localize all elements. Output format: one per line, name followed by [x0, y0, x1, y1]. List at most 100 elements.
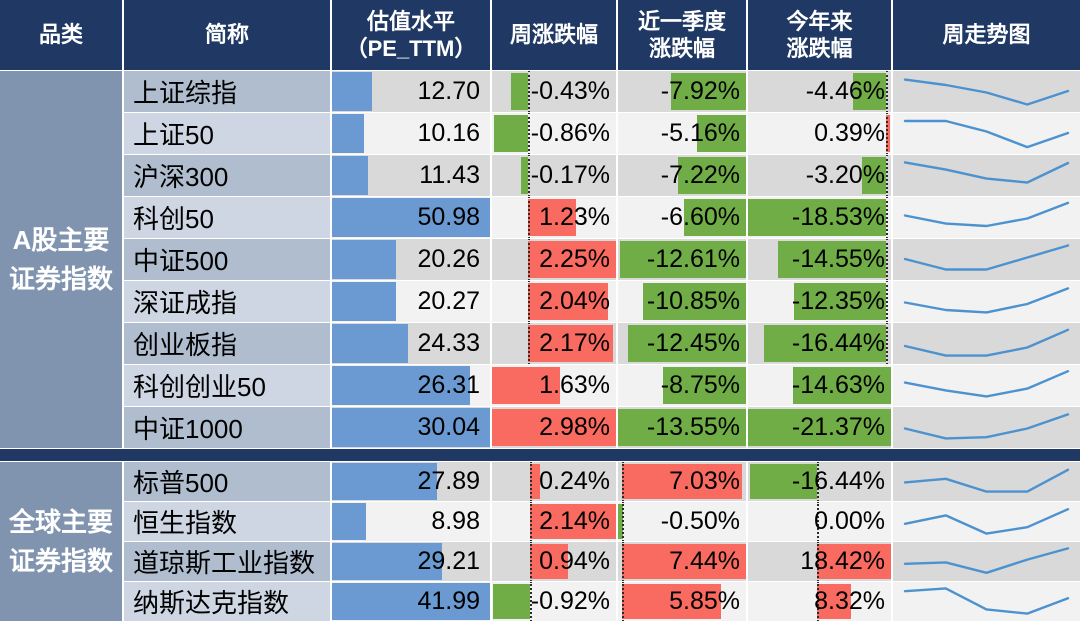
ytd-change-cell: 0.39%: [748, 113, 891, 154]
quarter-change-cell: -12.61%: [618, 239, 746, 280]
pe-ttm-cell: 50.98: [332, 197, 490, 238]
ytd-change-cell: -18.53%: [748, 197, 891, 238]
week-change-value: -0.92%: [530, 587, 610, 615]
week-change-bar: [528, 283, 608, 320]
sparkline-cell: [893, 365, 1080, 406]
quarter-change-value: -6.60%: [660, 203, 740, 231]
week-change-cell: 1.23%: [492, 197, 616, 238]
zero-axis-line: [530, 542, 532, 581]
week-change-value: 2.04%: [539, 287, 610, 315]
index-name: 沪深300: [124, 155, 330, 196]
week-change-cell: -0.17%: [492, 155, 616, 196]
pe-value: 10.16: [417, 119, 480, 147]
index-name: 恒生指数: [124, 502, 330, 541]
zero-axis-line: [530, 582, 532, 621]
sparkline-cell: [893, 197, 1080, 238]
ytd-change-bar: [748, 409, 891, 446]
ytd-change-cell: -14.63%: [748, 365, 891, 406]
sparkline-cell: [893, 407, 1080, 448]
quarter-change-cell: 7.03%: [618, 462, 746, 501]
ytd-change-cell: -21.37%: [748, 407, 891, 448]
pe-ttm-cell: 20.27: [332, 281, 490, 322]
group-separator: [0, 449, 1080, 461]
ytd-change-value: 18.42%: [800, 547, 885, 575]
pe-value: 11.43: [419, 161, 480, 189]
sparkline-cell: [893, 155, 1080, 196]
pe-data-bar: [332, 366, 470, 405]
quarter-change-cell: -5.16%: [618, 113, 746, 154]
week-change-value: 2.17%: [539, 329, 610, 357]
quarter-change-bar: [678, 157, 746, 194]
zero-axis-line: [817, 462, 819, 501]
ytd-change-bar: [778, 241, 886, 278]
pe-ttm-cell: 11.43: [332, 155, 490, 196]
ytd-change-bar: [862, 157, 886, 194]
zero-axis-line: [817, 502, 819, 541]
ytd-change-bar: [764, 325, 886, 362]
ytd-change-bar: [793, 367, 891, 404]
ytd-change-value: -16.44%: [791, 329, 885, 357]
quarter-change-bar: [697, 115, 746, 152]
zero-axis-line: [622, 582, 624, 621]
quarter-change-cell: -7.92%: [618, 71, 746, 112]
pe-data-bar: [332, 240, 396, 279]
zero-axis-line: [622, 462, 624, 501]
week-change-cell: 2.04%: [492, 281, 616, 322]
zero-axis-line: [886, 281, 888, 322]
zero-axis-line: [817, 542, 819, 581]
zero-axis-line: [622, 502, 624, 541]
quarter-change-value: -12.45%: [646, 329, 740, 357]
zero-axis-line: [817, 582, 819, 621]
week-change-value: 0.24%: [539, 467, 610, 495]
ytd-change-value: 0.39%: [814, 119, 885, 147]
week-change-cell: 0.94%: [492, 542, 616, 581]
pe-value: 20.27: [417, 287, 480, 315]
quarter-change-bar: [663, 367, 746, 404]
week-trend-sparkline: [903, 119, 1070, 149]
ytd-change-value: -3.20%: [805, 161, 885, 189]
ytd-change-cell: -12.35%: [748, 281, 891, 322]
pe-value: 30.04: [417, 413, 480, 441]
pe-ttm-cell: 8.98: [332, 502, 490, 541]
week-trend-sparkline: [903, 287, 1070, 314]
week-change-cell: -0.86%: [492, 113, 616, 154]
week-change-bar: [494, 115, 528, 152]
zero-axis-line: [528, 239, 530, 280]
quarter-change-cell: -7.22%: [618, 155, 746, 196]
week-change-value: -0.17%: [530, 161, 610, 189]
pe-data-bar: [332, 503, 366, 540]
quarter-change-cell: -6.60%: [618, 197, 746, 238]
quarter-change-value: -13.55%: [646, 413, 740, 441]
quarter-change-value: -7.92%: [660, 77, 740, 105]
week-change-value: 1.63%: [539, 371, 610, 399]
zero-axis-line: [528, 323, 530, 364]
zero-axis-line: [886, 71, 888, 112]
pe-value: 12.70: [417, 77, 480, 105]
week-change-value: 2.98%: [539, 413, 610, 441]
week-change-bar: [528, 325, 613, 362]
zero-axis-line: [528, 281, 530, 322]
week-change-bar: [530, 464, 540, 499]
quarter-change-value: -5.16%: [660, 119, 740, 147]
quarter-change-bar: [618, 504, 623, 539]
ytd-change-value: -4.46%: [805, 77, 885, 105]
ytd-change-cell: 0.00%: [748, 502, 891, 541]
quarter-change-bar: [628, 325, 746, 362]
sparkline-cell: [893, 113, 1080, 154]
index-name: 中证500: [124, 239, 330, 280]
quarter-change-value: 7.03%: [669, 467, 740, 495]
category-cell: A股主要 证券指数: [0, 71, 122, 448]
pe-value: 50.98: [417, 203, 480, 231]
week-trend-sparkline: [903, 587, 1070, 615]
ytd-change-bar: [853, 73, 886, 110]
ytd-change-value: -14.63%: [791, 371, 885, 399]
quarter-change-cell: -0.50%: [618, 502, 746, 541]
quarter-change-cell: 5.85%: [618, 582, 746, 621]
week-change-bar: [521, 157, 528, 194]
ytd-change-bar: [817, 544, 891, 579]
sparkline-cell: [893, 502, 1080, 541]
week-change-bar: [492, 409, 616, 446]
week-change-value: 2.25%: [539, 245, 610, 273]
week-trend-sparkline: [903, 201, 1070, 228]
ytd-change-bar: [748, 199, 886, 236]
